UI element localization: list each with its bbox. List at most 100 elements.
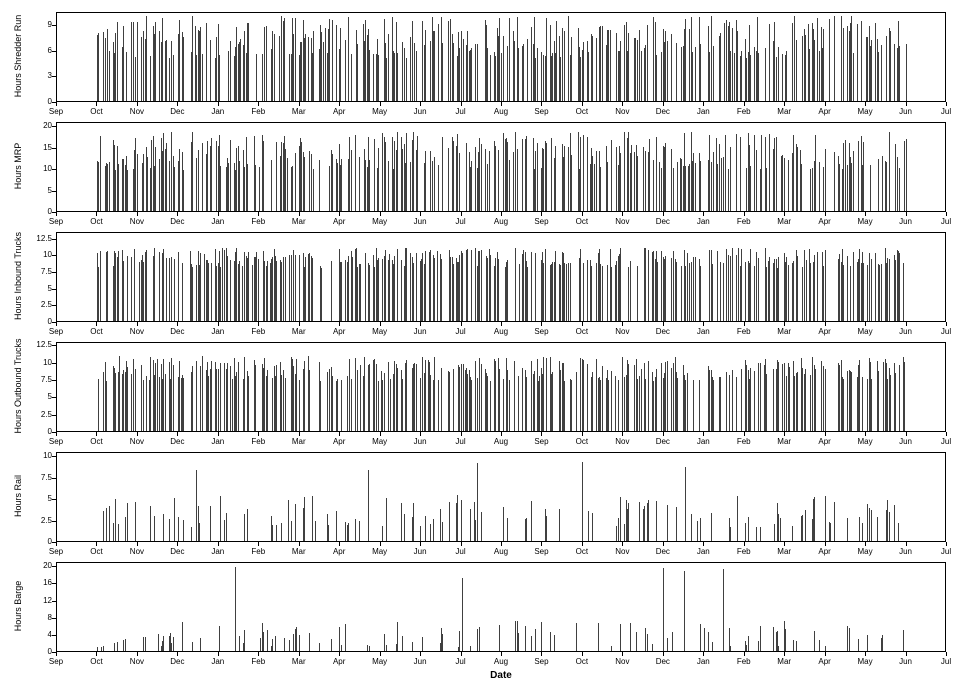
bar xyxy=(719,144,720,211)
bar xyxy=(663,568,664,651)
bar xyxy=(479,627,480,651)
xtick-label: Jun xyxy=(899,657,912,666)
bar xyxy=(222,248,223,321)
xtick-label: Apr xyxy=(333,217,345,226)
xtick-label: Mar xyxy=(292,327,306,336)
bar xyxy=(332,154,333,211)
bar xyxy=(448,148,449,211)
bar xyxy=(637,156,638,211)
xtick-mark xyxy=(946,542,947,546)
bar xyxy=(256,54,257,101)
ylabel: Hours Rail xyxy=(13,446,23,546)
xtick-mark xyxy=(380,652,381,656)
bar xyxy=(687,253,688,321)
bar xyxy=(440,509,441,541)
bar xyxy=(645,248,646,321)
xtick-mark xyxy=(946,652,947,656)
bar xyxy=(364,357,365,431)
xtick-mark xyxy=(622,432,623,436)
bar xyxy=(174,259,175,321)
ytick-label: 12.5 xyxy=(26,340,52,349)
bar xyxy=(730,527,731,541)
xlabel: Date xyxy=(481,670,521,681)
bar xyxy=(841,16,842,101)
bar xyxy=(673,168,674,211)
bar xyxy=(898,523,899,541)
xtick-label: Feb xyxy=(737,327,751,336)
bar xyxy=(566,264,567,321)
bar xyxy=(434,157,435,211)
xtick-mark xyxy=(339,102,340,106)
bar xyxy=(700,624,701,651)
bar xyxy=(174,498,175,541)
xtick-label: Apr xyxy=(333,657,345,666)
bar xyxy=(631,145,632,211)
bar xyxy=(608,380,609,431)
xtick-mark xyxy=(906,542,907,546)
bar xyxy=(329,19,330,101)
bar xyxy=(659,162,660,211)
bar xyxy=(397,53,398,101)
bar xyxy=(202,143,203,211)
xtick-label: Jul xyxy=(455,327,465,336)
bar xyxy=(776,137,777,211)
bar xyxy=(825,369,826,431)
bar xyxy=(157,359,158,431)
bar xyxy=(700,266,701,321)
bar xyxy=(904,362,905,431)
bar xyxy=(620,153,621,211)
bar xyxy=(220,496,221,541)
xtick-mark xyxy=(380,102,381,106)
bar xyxy=(442,634,443,651)
bar xyxy=(425,516,426,541)
bar xyxy=(869,508,870,541)
xtick-label: May xyxy=(858,217,873,226)
bar xyxy=(853,151,854,211)
ytick-mark xyxy=(52,618,56,619)
bar xyxy=(174,167,175,211)
ytick-mark xyxy=(52,345,56,346)
bar xyxy=(611,371,612,431)
bar xyxy=(665,143,666,211)
bar xyxy=(571,155,572,211)
xtick-label: Jul xyxy=(941,437,951,446)
bar xyxy=(173,637,174,651)
xtick-mark xyxy=(96,102,97,106)
bar xyxy=(518,48,519,101)
xtick-label: Jan xyxy=(697,217,710,226)
bar xyxy=(442,137,443,211)
ytick-label: 0 xyxy=(26,537,52,546)
bar xyxy=(503,379,504,431)
ytick-label: 2.5 xyxy=(26,300,52,309)
ytick-mark xyxy=(52,397,56,398)
bar xyxy=(360,365,361,431)
bar xyxy=(648,500,649,541)
bar xyxy=(345,624,346,651)
bar xyxy=(745,523,746,541)
bar xyxy=(645,379,646,431)
xtick-label: Nov xyxy=(130,657,144,666)
bar xyxy=(610,30,611,101)
xtick-label: Feb xyxy=(737,547,751,556)
bar xyxy=(369,50,370,101)
xtick-mark xyxy=(96,432,97,436)
xtick-label: Mar xyxy=(292,107,306,116)
xtick-label: Dec xyxy=(656,217,670,226)
bar xyxy=(345,40,346,101)
xtick-mark xyxy=(582,322,583,326)
bar xyxy=(178,252,179,321)
bar xyxy=(328,525,329,541)
xtick-label: Apr xyxy=(333,107,345,116)
xtick-mark xyxy=(137,212,138,216)
bar xyxy=(434,357,435,431)
bar xyxy=(639,502,640,541)
bar xyxy=(420,378,421,431)
bar xyxy=(564,381,565,431)
bar xyxy=(681,266,682,321)
bar xyxy=(695,257,696,321)
bar xyxy=(815,369,816,431)
bar xyxy=(457,134,458,211)
bar xyxy=(587,364,588,431)
xtick-label: Nov xyxy=(615,657,629,666)
bar xyxy=(878,159,879,211)
